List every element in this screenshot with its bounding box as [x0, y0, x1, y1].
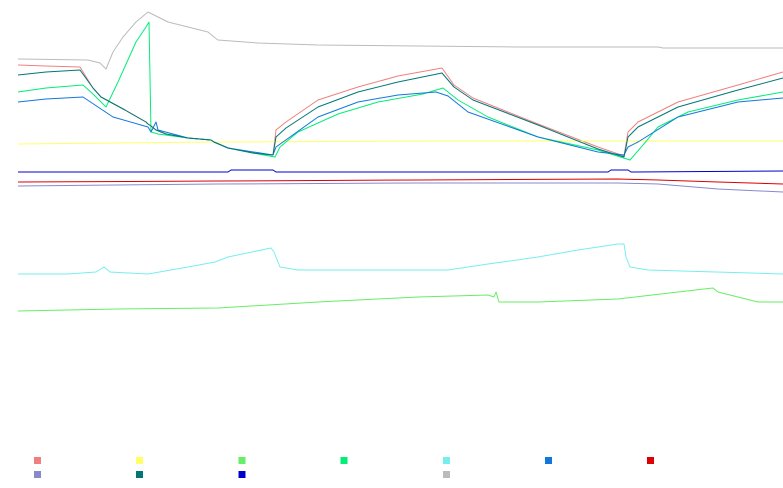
series-line-9 [17, 69, 783, 158]
series-line-3 [17, 287, 783, 312]
series-line-5 [18, 243, 783, 275]
legend-swatch-7 [647, 457, 655, 464]
legend-swatch-11 [442, 471, 450, 478]
series-line-7 [17, 178, 783, 185]
series-line-11 [17, 11, 783, 70]
legend-swatch-4 [340, 457, 348, 464]
legend-swatch-6 [545, 457, 552, 464]
legend-swatch-9 [136, 471, 144, 478]
legend-swatch-8 [34, 471, 41, 478]
legend [34, 457, 655, 478]
legend-swatch-3 [238, 457, 246, 464]
series-line-4 [17, 21, 783, 161]
series-line-8 [17, 182, 783, 193]
plot-area [17, 11, 783, 312]
series-line-6 [17, 91, 783, 156]
series-line-2 [17, 140, 783, 145]
legend-swatch-5 [442, 457, 450, 464]
legend-swatch-10 [238, 471, 246, 478]
series-line-10 [18, 169, 783, 173]
legend-swatch-1 [34, 457, 41, 464]
legend-swatch-2 [136, 457, 144, 464]
series-line-1 [17, 64, 783, 157]
